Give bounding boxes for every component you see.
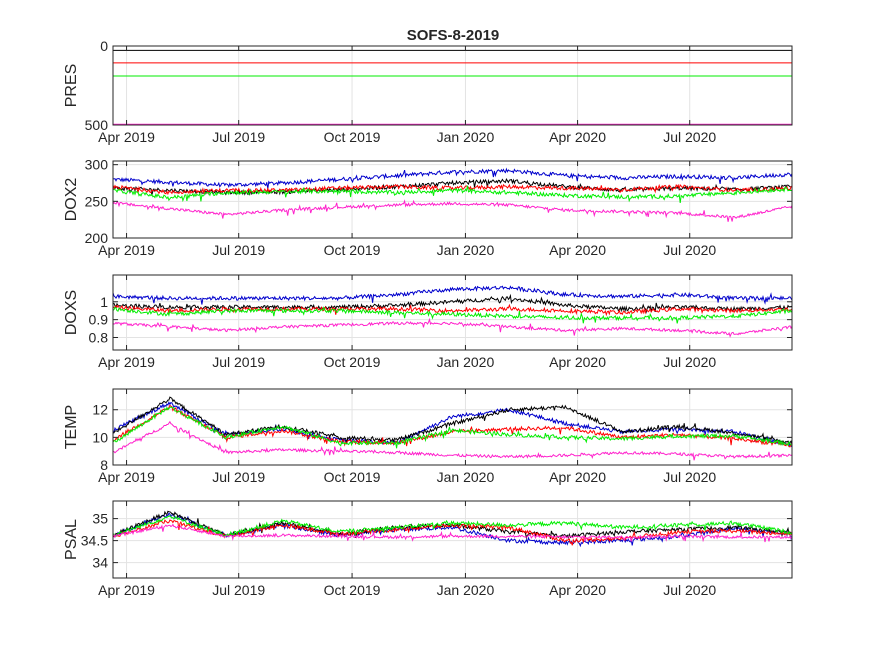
y-tick-label: 35 bbox=[92, 511, 108, 527]
x-tick-label: Jul 2020 bbox=[663, 242, 716, 258]
panel-pres: Apr 2019 Jul 2019 Oct 2019 Jan 2020 Apr 2020… bbox=[63, 38, 793, 145]
x-tick-label: Apr 2020 bbox=[549, 469, 606, 485]
x-tick-label: Jul 2019 bbox=[212, 242, 265, 258]
x-tick-label: Apr 2019 bbox=[98, 129, 155, 145]
y-tick-label: 300 bbox=[85, 157, 109, 173]
series-group bbox=[113, 46, 792, 125]
x-tick-label: Apr 2019 bbox=[98, 582, 155, 598]
x-tick-label: Apr 2020 bbox=[549, 354, 606, 370]
x-tick-label: Apr 2019 bbox=[98, 354, 155, 370]
y-axis-label: PRES bbox=[63, 64, 80, 108]
x-tick-label: Jan 2020 bbox=[437, 354, 495, 370]
y-tick-label: 10 bbox=[92, 429, 108, 445]
x-tick-label: Oct 2019 bbox=[324, 129, 381, 145]
axes-box bbox=[112, 160, 793, 239]
x-tick-label: Apr 2020 bbox=[549, 129, 606, 145]
x-tick-label: Jul 2020 bbox=[663, 582, 716, 598]
y-tick-label: 12 bbox=[92, 402, 108, 418]
series-group bbox=[113, 285, 792, 338]
x-tick-label: Jul 2019 bbox=[212, 354, 265, 370]
x-tick-label: Jul 2020 bbox=[663, 129, 716, 145]
y-tick-label: 34.5 bbox=[81, 533, 108, 549]
x-tick-label: Oct 2019 bbox=[324, 469, 381, 485]
y-axis-label: PSAL bbox=[63, 519, 80, 560]
series-line bbox=[113, 306, 792, 324]
axes-box bbox=[112, 274, 793, 351]
series-line bbox=[113, 303, 792, 317]
x-tick-label: Apr 2019 bbox=[98, 469, 155, 485]
x-tick-label: Apr 2020 bbox=[549, 242, 606, 258]
x-tick-label: Jan 2020 bbox=[437, 242, 495, 258]
series-line bbox=[113, 396, 792, 445]
series-line bbox=[113, 523, 792, 543]
axes-box bbox=[112, 500, 793, 579]
panels: Apr 2019 Jul 2019 Oct 2019 Jan 2020 Apr 2020… bbox=[63, 38, 793, 598]
panel-dox2: Apr 2019 Jul 2019 Oct 2019 Jan 2020 Apr 2020… bbox=[63, 157, 793, 258]
y-tick-label: 250 bbox=[85, 193, 109, 209]
x-tick-label: Jul 2020 bbox=[663, 469, 716, 485]
panel-temp: Apr 2019 Jul 2019 Oct 2019 Jan 2020 Apr 2020… bbox=[63, 388, 793, 485]
x-tick-label: Oct 2019 bbox=[324, 354, 381, 370]
x-tick-label: Jan 2020 bbox=[437, 582, 495, 598]
axes-box bbox=[112, 388, 793, 466]
series-line bbox=[113, 199, 792, 222]
y-axis-label: DOXS bbox=[63, 290, 80, 335]
series-line bbox=[113, 317, 792, 338]
series-line bbox=[113, 285, 792, 305]
y-tick-label: 0 bbox=[100, 38, 108, 54]
x-tick-label: Jul 2019 bbox=[212, 129, 265, 145]
x-tick-label: Jan 2020 bbox=[437, 129, 495, 145]
series-line bbox=[113, 400, 792, 448]
chart-title: SOFS-8-2019 bbox=[407, 27, 500, 44]
y-tick-label: 34 bbox=[92, 555, 108, 571]
y-axis-label: DOX2 bbox=[63, 178, 80, 222]
panel-psal: Apr 2019 Jul 2019 Oct 2019 Jan 2020 Apr 2020… bbox=[63, 500, 793, 598]
series-group bbox=[113, 167, 792, 222]
axes-box bbox=[112, 45, 793, 126]
x-tick-label: Jul 2019 bbox=[212, 469, 265, 485]
series-line bbox=[113, 183, 792, 196]
y-tick-label: 8 bbox=[100, 457, 108, 473]
panel-doxs: Apr 2019 Jul 2019 Oct 2019 Jan 2020 Apr 2020… bbox=[63, 274, 793, 370]
y-tick-label: 0.8 bbox=[89, 330, 109, 346]
x-tick-label: Jan 2020 bbox=[437, 469, 495, 485]
x-tick-label: Jul 2020 bbox=[663, 354, 716, 370]
series-line bbox=[113, 420, 792, 461]
x-tick-label: Apr 2020 bbox=[549, 582, 606, 598]
x-tick-label: Apr 2019 bbox=[98, 242, 155, 258]
series-group bbox=[113, 396, 792, 461]
y-axis-label: TEMP bbox=[63, 405, 80, 449]
y-tick-label: 1 bbox=[100, 294, 108, 310]
y-tick-label: 0.9 bbox=[89, 312, 109, 328]
x-tick-label: Jul 2019 bbox=[212, 582, 265, 598]
series-line bbox=[113, 167, 792, 189]
series-group bbox=[113, 510, 792, 548]
series-line bbox=[113, 185, 792, 203]
x-tick-label: Oct 2019 bbox=[324, 242, 381, 258]
series-line bbox=[113, 406, 792, 449]
x-tick-label: Oct 2019 bbox=[324, 582, 381, 598]
y-tick-label: 200 bbox=[85, 230, 109, 246]
y-tick-label: 500 bbox=[85, 117, 109, 133]
